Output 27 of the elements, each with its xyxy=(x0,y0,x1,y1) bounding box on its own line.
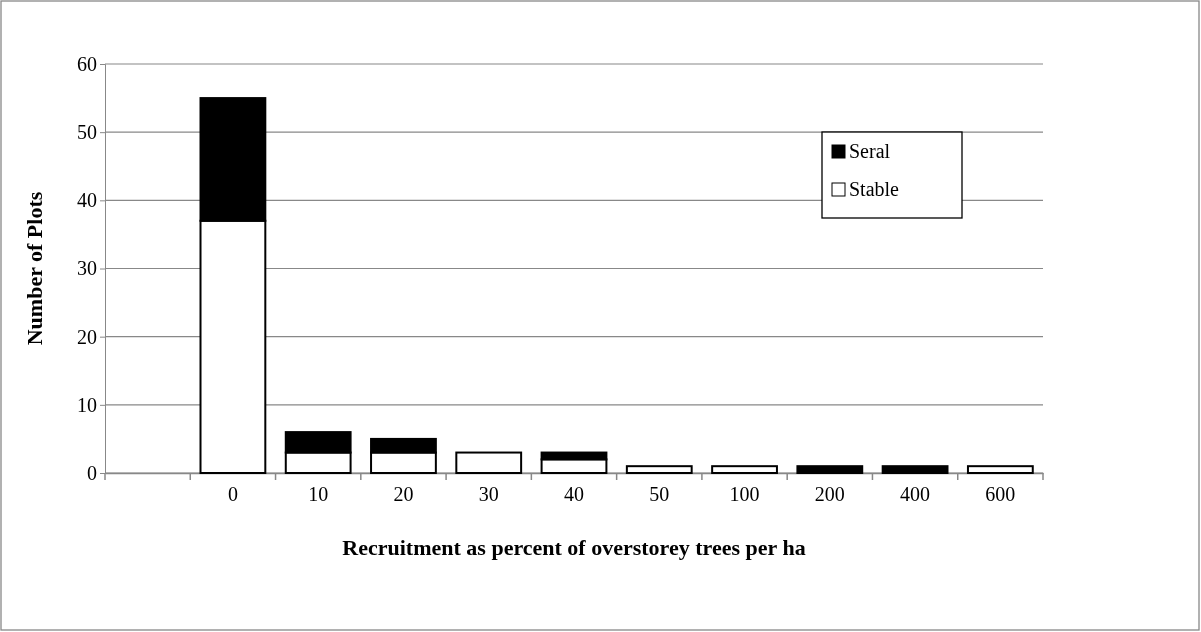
y-tick-label: 20 xyxy=(77,325,97,348)
x-tick-label: 400 xyxy=(900,483,931,506)
x-tick-label: 50 xyxy=(649,483,670,506)
y-axis-title: Number of Plots xyxy=(22,191,47,346)
x-tick-label: 30 xyxy=(478,483,499,506)
bar xyxy=(966,465,1034,474)
x-tick-label: 40 xyxy=(564,483,584,506)
y-tick-label: 10 xyxy=(77,393,97,416)
x-tick-label: 100 xyxy=(729,483,760,506)
y-tick-label: 40 xyxy=(77,189,97,212)
bar xyxy=(711,465,778,474)
y-tick-label: 50 xyxy=(77,121,97,144)
x-tick-label: 20 xyxy=(393,483,414,506)
x-tick-label: 10 xyxy=(308,483,329,506)
bar xyxy=(625,465,693,474)
y-tick-label: 0 xyxy=(87,461,97,484)
x-tick-label: 600 xyxy=(985,483,1016,506)
legend-label: Seral xyxy=(849,140,891,162)
bar xyxy=(881,465,949,474)
y-tick-label: 60 xyxy=(77,52,97,75)
x-axis-title: Recruitment as percent of overstorey trees per ha xyxy=(342,535,806,560)
y-tick-label: 30 xyxy=(77,257,97,280)
legend-label: Stable xyxy=(849,178,900,200)
bar xyxy=(796,465,864,474)
bar xyxy=(455,451,523,474)
x-tick-label: 0 xyxy=(227,483,238,506)
x-tick-label: 200 xyxy=(814,483,845,506)
